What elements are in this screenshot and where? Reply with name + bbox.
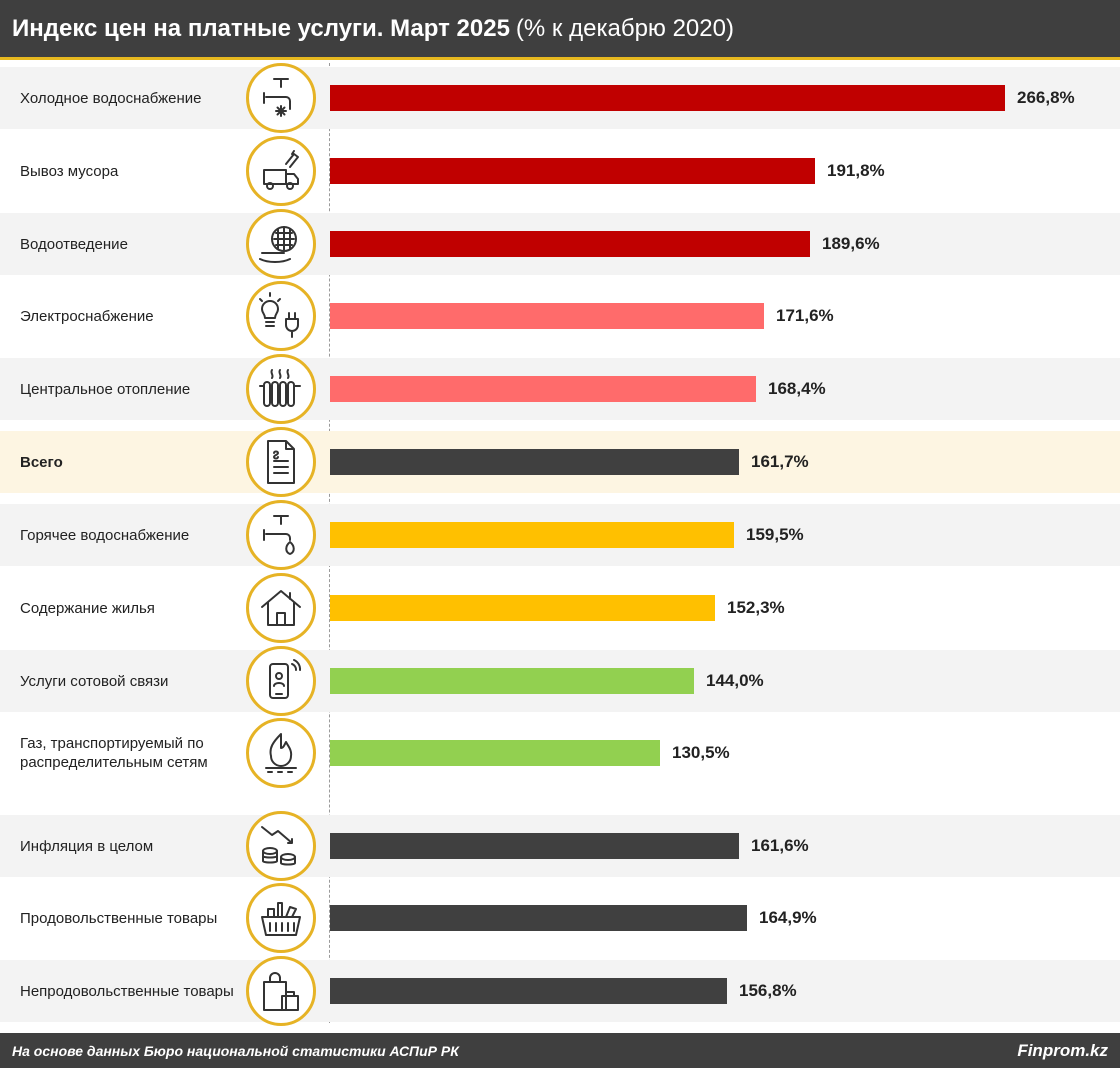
bar (330, 376, 756, 402)
chart-title: Индекс цен на платные услуги. Март 2025 (12, 14, 510, 42)
garbage-truck-icon (246, 136, 316, 206)
chart-row: Всего 161,7% (0, 427, 1120, 497)
category-label: Вывоз мусора (20, 162, 119, 180)
value-label: 156,8% (739, 981, 797, 1000)
chart-header: Индекс цен на платные услуги. Март 2025 … (0, 0, 1120, 60)
bar (330, 231, 810, 257)
category-label: Услуги сотовой связи (20, 672, 169, 690)
value-label: 161,6% (751, 836, 809, 855)
grocery-basket-icon (246, 883, 316, 953)
shopping-bag-icon (246, 956, 316, 1026)
bar (330, 668, 694, 694)
category-label: Водоотведение (20, 235, 128, 253)
sewage-pipe-icon (246, 209, 316, 279)
chart-row: Горячее водоснабжение 159,5% (0, 500, 1120, 570)
electricity-icon (246, 281, 316, 351)
category-label: Инфляция в целом (20, 837, 154, 855)
value-label: 161,7% (751, 452, 809, 471)
chart-row: Вывоз мусора 191,8% (0, 136, 1120, 206)
category-label: Газ, транспортируемый по распределительн… (20, 735, 208, 771)
value-label: 164,9% (759, 908, 817, 927)
category-label: Холодное водоснабжение (20, 89, 202, 107)
value-label: 266,8% (1017, 88, 1075, 107)
bar (330, 449, 739, 475)
value-label: 130,5% (672, 743, 730, 762)
cold-water-tap-icon (246, 63, 316, 133)
chart-row: Электроснабжение 171,6% (0, 281, 1120, 351)
category-label: Горячее водоснабжение (20, 526, 190, 544)
chart-row: Услуги сотовой связи 144,0% (0, 646, 1120, 716)
mobile-phone-icon (246, 646, 316, 716)
bar (330, 978, 727, 1004)
house-icon (246, 573, 316, 643)
bar (330, 595, 715, 621)
bar (330, 303, 764, 329)
value-label: 168,4% (768, 379, 826, 398)
category-label: Электроснабжение (20, 307, 154, 325)
chart-row: Продовольственные товары 164,9% (0, 883, 1120, 953)
value-label: 191,8% (827, 161, 885, 180)
inflation-coins-icon (246, 811, 316, 881)
radiator-icon (246, 354, 316, 424)
value-label: 171,6% (776, 306, 834, 325)
gas-flame-icon (246, 718, 316, 788)
chart-row: Непродовольственные товары 156,8% (0, 956, 1120, 1026)
bar-chart: Холодное водоснабжение 266,8% Вывоз мусора… (0, 63, 1120, 1033)
value-label: 152,3% (727, 598, 785, 617)
category-label: Продовольственные товары (20, 909, 218, 927)
hot-water-tap-icon (246, 500, 316, 570)
chart-row: Центральное отопление 168,4% (0, 354, 1120, 424)
bar (330, 905, 747, 931)
chart-row: Инфляция в целом 161,6% (0, 811, 1120, 881)
chart-row: Газ, транспортируемый по распределительн… (0, 718, 1120, 788)
category-label: Всего (20, 453, 63, 471)
chart-row: Водоотведение 189,6% (0, 209, 1120, 279)
value-label: 144,0% (706, 671, 764, 690)
bar (330, 85, 1005, 111)
chart-footer: На основе данных Бюро национальной стати… (0, 1033, 1120, 1068)
bar (330, 740, 660, 766)
chart-row: Холодное водоснабжение 266,8% (0, 63, 1120, 133)
chart-subtitle: (% к декабрю 2020) (515, 14, 734, 42)
chart-row: Содержание жилья 152,3% (0, 573, 1120, 643)
source-note: На основе данных Бюро национальной стати… (12, 1042, 459, 1059)
brand-logo-text: Finprom.kz (1017, 1040, 1108, 1060)
category-label: Содержание жилья (20, 599, 155, 617)
value-label: 189,6% (822, 234, 880, 253)
bar (330, 158, 815, 184)
category-label: Центральное отопление (20, 380, 191, 398)
document-icon (246, 427, 316, 497)
category-label: Непродовольственные товары (20, 982, 234, 1000)
bar (330, 522, 734, 548)
bar (330, 833, 739, 859)
value-label: 159,5% (746, 525, 804, 544)
